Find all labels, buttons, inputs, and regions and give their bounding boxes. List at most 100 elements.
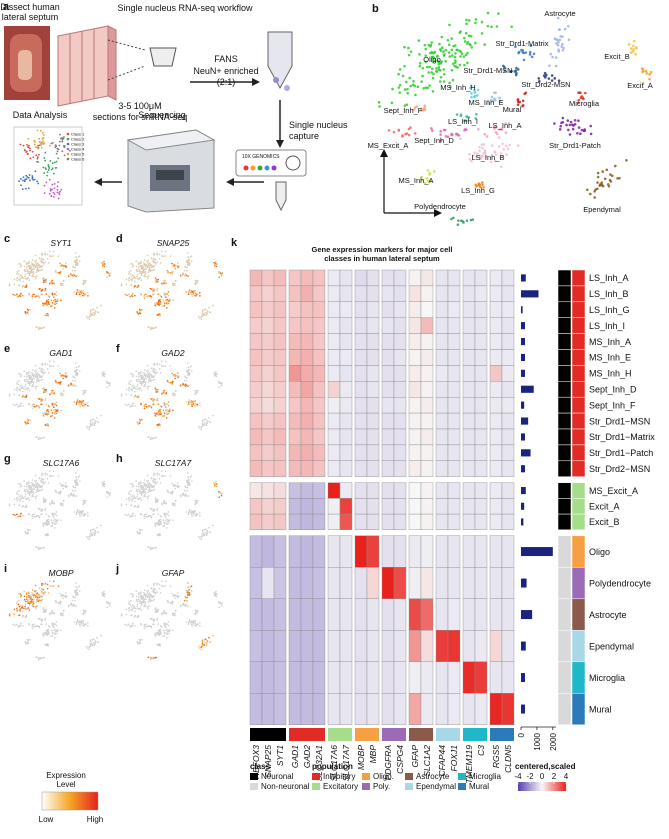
heat-cell <box>489 598 503 631</box>
cell-dot <box>43 523 46 525</box>
mini-dot <box>69 149 71 152</box>
cell-dot <box>103 260 105 263</box>
cell-dot <box>133 385 136 388</box>
cell-dot <box>34 262 37 264</box>
heat-cell <box>249 428 263 446</box>
cell-dot <box>156 313 159 316</box>
cell-dot <box>167 600 169 603</box>
gene-label: GAD2 <box>302 745 312 768</box>
cell-dot <box>35 656 38 659</box>
cell-dot <box>603 177 607 181</box>
heat-cell <box>489 661 503 694</box>
heat-cell <box>366 269 380 287</box>
cell-dot <box>83 499 85 502</box>
count-bar <box>521 547 553 557</box>
cell-dot <box>194 612 197 615</box>
cell-dot <box>25 378 28 381</box>
cell-dot <box>153 268 155 271</box>
cell-dot <box>42 635 45 637</box>
cell-dot <box>76 371 79 374</box>
cell-dot <box>190 255 193 257</box>
cell-dot <box>483 132 487 136</box>
cell-dot <box>76 479 79 481</box>
cell-dot <box>24 383 27 386</box>
heat-cell <box>501 482 515 499</box>
heat-cell <box>312 567 326 599</box>
label: NeuN+ enriched <box>193 66 258 76</box>
cell-dot <box>159 405 162 407</box>
cell-dot <box>53 299 55 302</box>
cell-dot <box>423 104 427 107</box>
cell-dot <box>28 279 31 281</box>
cell-dot <box>174 594 177 597</box>
cell-dot <box>132 292 134 295</box>
cell-dot <box>165 406 167 409</box>
cell-dot <box>31 384 34 386</box>
heat-cell <box>249 317 263 334</box>
cell-dot <box>28 389 31 391</box>
cell-dot <box>435 67 438 70</box>
cell-dot <box>49 503 51 506</box>
cell-dot <box>596 187 599 191</box>
cell-dot <box>190 480 193 482</box>
cell-dot <box>62 264 65 267</box>
cell-dot <box>465 119 468 122</box>
cell-dot <box>40 259 42 262</box>
cell-dot <box>42 588 45 591</box>
cell-dot <box>40 513 43 515</box>
label: Data Analysis <box>13 110 68 120</box>
cell-dot <box>133 605 136 608</box>
cell-dot <box>190 513 193 516</box>
cell-dot <box>434 59 437 62</box>
cell-dot <box>92 638 95 640</box>
cell-dot <box>403 64 406 68</box>
cell-dot <box>31 604 34 606</box>
cell-dot <box>41 398 44 401</box>
cell-dot <box>140 403 142 405</box>
heat-cell <box>501 333 515 350</box>
cell-dot <box>55 294 58 297</box>
cell-dot <box>481 146 484 150</box>
cell-dot <box>45 623 48 625</box>
cell-dot <box>161 470 163 472</box>
cell-dot <box>191 515 193 517</box>
cell-dot <box>169 585 172 587</box>
heat-cell <box>393 513 407 530</box>
cell-dot <box>139 482 141 484</box>
cell-dot <box>508 143 511 147</box>
cell-dot <box>34 584 37 587</box>
cell-dot <box>41 437 43 439</box>
cell-dot <box>634 52 637 56</box>
cell-dot <box>378 105 381 108</box>
cell-dot <box>46 629 49 631</box>
cell-dot <box>128 387 131 389</box>
cell-dot <box>212 634 214 637</box>
cell-dot <box>156 261 158 263</box>
heat-cell <box>312 498 326 515</box>
cell-dot <box>50 415 52 418</box>
cell-dot <box>150 516 153 519</box>
heat-cell <box>393 482 407 499</box>
cell-dot <box>140 494 143 496</box>
cell-dot <box>92 308 95 310</box>
cell-dot <box>36 265 39 267</box>
cell-dot <box>31 294 34 296</box>
heat-cell <box>420 285 434 302</box>
cell-dot <box>556 16 560 20</box>
cell-dot <box>154 412 156 415</box>
cell-dot <box>93 643 96 646</box>
cell-dot <box>141 486 143 489</box>
cell-dot <box>166 518 169 521</box>
cell-dot <box>78 370 81 372</box>
cell-dot <box>137 396 140 398</box>
cell-dot <box>136 495 139 498</box>
cell-dot <box>40 486 42 489</box>
row-label: LS_Inh_I <box>589 321 625 331</box>
cell-dot <box>139 532 142 535</box>
cell-dot <box>20 402 22 405</box>
nucleus <box>273 77 279 83</box>
heat-cell <box>312 460 326 477</box>
gene-label: CSPG4 <box>395 745 405 774</box>
cell-dot <box>45 423 48 426</box>
cell-dot <box>175 279 177 282</box>
